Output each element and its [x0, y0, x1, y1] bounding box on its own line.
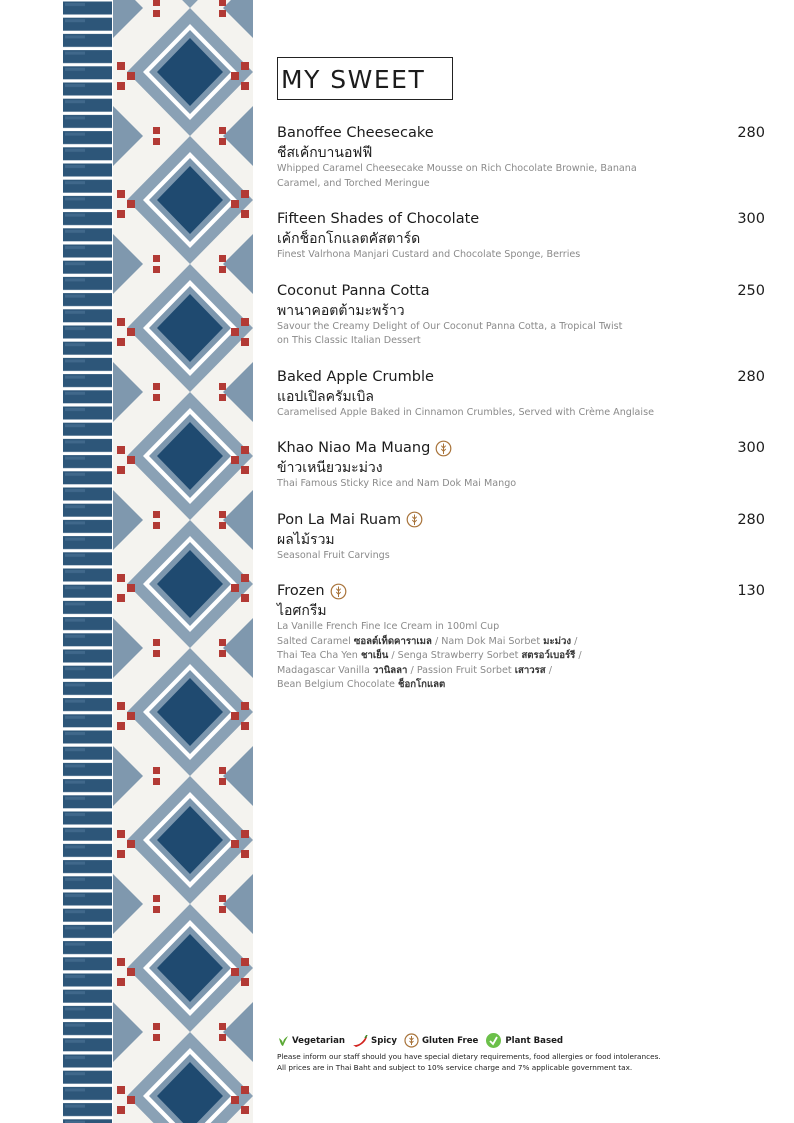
flavor-thai: เสาวรส — [514, 664, 546, 676]
flavor-line: Bean Belgium Chocolate ช็อกโกแลต — [277, 678, 765, 693]
flavor-name: Senga Strawberry Sorbet — [397, 650, 519, 661]
item-price: 300 — [737, 211, 765, 227]
item-thai-name: ข้าวเหนียวมะม่วง — [277, 460, 383, 476]
item-description: Caramelised Apple Baked in Cinnamon Crum… — [277, 406, 654, 418]
item-name-row: Khao Niao Ma Muang — [277, 439, 765, 457]
item-thai-name: ผลไม้รวม — [277, 531, 335, 548]
item-name: Baked Apple Crumble — [277, 368, 434, 385]
item-name-row: Baked Apple Crumble — [277, 368, 765, 386]
item-thai-name: ไอศกรีม — [277, 603, 327, 619]
separator: / — [578, 650, 582, 661]
item-description: Savour the Creamy Delight of Our Coconut… — [277, 320, 623, 332]
item-name-row: Fifteen Shades of Chocolate — [277, 210, 765, 228]
item-name-row: Coconut Panna Cotta — [277, 282, 765, 300]
item-name: Banoffee Cheesecake — [277, 125, 434, 141]
flavor-name: Madagascar Vanilla — [277, 664, 370, 676]
item-name: Coconut Panna Cotta — [277, 282, 430, 299]
menu-item: Pon La Mai Ruam 280 ผลไม้รวม Seasonal Fruit… — [277, 511, 765, 564]
flavor-thai: ช็อกโกแลต — [397, 679, 446, 690]
separator: / — [548, 664, 552, 676]
note: Please inform our staff should you have … — [277, 1052, 661, 1061]
item-thai-name: ชีสเค้กบานอฟฟี — [277, 145, 373, 161]
menu-item: Coconut Panna Cotta 250 พานาคอตต้ามะพร้าว S… — [277, 282, 765, 349]
item-description: on This Classic Italian Dessert — [277, 335, 421, 346]
item-description: Thai Famous Sticky Rice and Nam Dok Mai … — [277, 478, 517, 489]
item-description: Caramel, and Torched Meringue — [277, 177, 430, 189]
item-name-row: Frozen — [277, 582, 765, 600]
gluten-free-icon — [406, 511, 423, 528]
menu-item: Baked Apple Crumble 280 แอปเปิลครัมเบิล Car… — [277, 368, 765, 421]
item-price: 130 — [737, 583, 765, 599]
item-name-row: Banoffee Cheesecake — [277, 124, 765, 142]
separator: / — [391, 650, 395, 661]
flavor-thai: มะม่วง — [543, 635, 572, 647]
legend-gluten-free: Gluten Free — [421, 1035, 479, 1046]
legend-spicy: Spicy — [371, 1035, 397, 1046]
separator: / — [410, 664, 414, 676]
item-name: Fifteen Shades of Chocolate — [277, 211, 480, 227]
flavor-name: Bean Belgium Chocolate — [277, 679, 395, 690]
notes: Please inform our staff should you have … — [277, 1051, 661, 1073]
item-price: 280 — [737, 368, 765, 385]
flavor-name: Salted Caramel — [277, 635, 351, 647]
plant-based-icon — [486, 1033, 502, 1048]
flavor-line: Salted Caramel ซอลต์เท็ดคาราเมล / Nam Do… — [277, 635, 765, 650]
item-description: Seasonal Fruit Carvings — [277, 549, 390, 561]
item-thai-name: เค้กช็อกโกแลตคัสตาร์ด — [277, 231, 421, 247]
item-name-row: Pon La Mai Ruam — [277, 511, 765, 529]
item-thai-name: แอปเปิลครัมเบิล — [277, 388, 374, 405]
flavor-thai: วานิลลา — [372, 664, 408, 676]
legend-vegetarian: Vegetarian — [292, 1035, 345, 1046]
item-price: 280 — [737, 511, 765, 528]
tile-border — [62, 0, 253, 1123]
item-name: Frozen — [277, 583, 325, 599]
flavor-thai: สตรอว์เบอร์รี — [521, 650, 576, 661]
gluten-free-icon — [404, 1033, 419, 1048]
item-price: 250 — [737, 282, 765, 299]
legend-plant-based: Plant Based — [505, 1035, 564, 1046]
item-price: 280 — [737, 125, 765, 141]
menu-item: Banoffee Cheesecake 280 ชีสเค้กบานอฟฟี Whip… — [277, 124, 765, 191]
page-title: MY SWEET — [277, 57, 453, 100]
item-description: Finest Valrhona Manjari Custard and Choc… — [277, 249, 581, 260]
spicy-icon — [353, 1034, 368, 1047]
item-name: Khao Niao Ma Muang — [277, 440, 431, 456]
vegetarian-icon — [279, 1035, 288, 1046]
separator: / — [434, 635, 439, 647]
item-description: La Vanille French Fine Ice Cream in 100m… — [277, 621, 500, 632]
menu-item: Fifteen Shades of Chocolate 300 เค้กช็อกโก… — [277, 210, 765, 263]
flavor-line: Thai Tea Cha Yen ชาเย็น / Senga Strawber… — [277, 649, 765, 664]
item-price: 300 — [737, 440, 765, 456]
flavor-thai: ซอลต์เท็ดคาราเมล — [353, 635, 432, 647]
flavor-name: Passion Fruit Sorbet — [416, 664, 512, 676]
gluten-free-icon — [330, 583, 346, 599]
flavor-line: Madagascar Vanilla วานิลลา / Passion Fru… — [277, 664, 765, 679]
gluten-free-icon — [435, 440, 452, 456]
separator: / — [574, 635, 578, 647]
note: All prices are in Thai Baht and subject … — [277, 1063, 633, 1072]
item-description: Whipped Caramel Cheesecake Mousse on Ric… — [277, 163, 637, 174]
item-name: Pon La Mai Ruam — [277, 511, 402, 528]
flavor-thai: ชาเย็น — [360, 650, 389, 661]
menu-item: Khao Niao Ma Muang 300 ข้าวเหนียวมะม่วง Tha… — [277, 439, 765, 492]
item-thai-name: พานาคอตต้ามะพร้าว — [277, 302, 405, 319]
menu-list: Banoffee Cheesecake 280 ชีสเค้กบานอฟฟี Whip… — [277, 124, 765, 712]
flavor-name: Nam Dok Mai Sorbet — [441, 635, 541, 647]
flavor-name: Thai Tea Cha Yen — [277, 650, 358, 661]
legend: Vegetarian Spicy Gluten Free Plant Based — [277, 1032, 567, 1049]
menu-item: Frozen 130 ไอศกรีม La Vanille French Fine I… — [277, 582, 765, 693]
